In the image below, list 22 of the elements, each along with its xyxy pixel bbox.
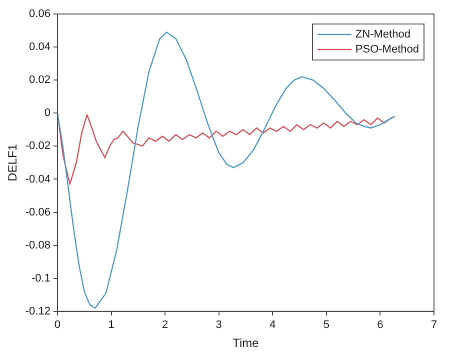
y-tick-label: -0.08 xyxy=(25,239,50,252)
legend-label: ZN-Method xyxy=(355,28,410,41)
x-tick-label: 6 xyxy=(377,319,384,332)
legend-label: PSO-Method xyxy=(355,44,420,56)
y-tick-label: -0.02 xyxy=(25,140,50,152)
x-axis-title: Time xyxy=(232,336,260,350)
y-tick-label: 0 xyxy=(44,107,50,120)
x-tick-label: 4 xyxy=(270,319,276,332)
y-axis-title: DELF1 xyxy=(6,144,20,182)
y-tick-label: -0.06 xyxy=(25,206,50,218)
y-tick-label: 0.06 xyxy=(29,8,50,20)
y-tick-label: -0.12 xyxy=(25,305,50,318)
x-tick-label: 1 xyxy=(108,319,114,332)
x-tick-label: 3 xyxy=(216,319,222,332)
y-tick-label: 0.04 xyxy=(29,41,50,54)
y-tick-label: 0.02 xyxy=(29,74,50,86)
y-tick-label: -0.1 xyxy=(32,272,50,284)
x-tick-label: 0 xyxy=(54,319,61,332)
x-tick-label: 5 xyxy=(323,319,330,332)
x-tick-label: 7 xyxy=(430,319,438,332)
x-tick-label: 2 xyxy=(162,319,168,332)
y-tick-label: -0.04 xyxy=(25,173,50,186)
